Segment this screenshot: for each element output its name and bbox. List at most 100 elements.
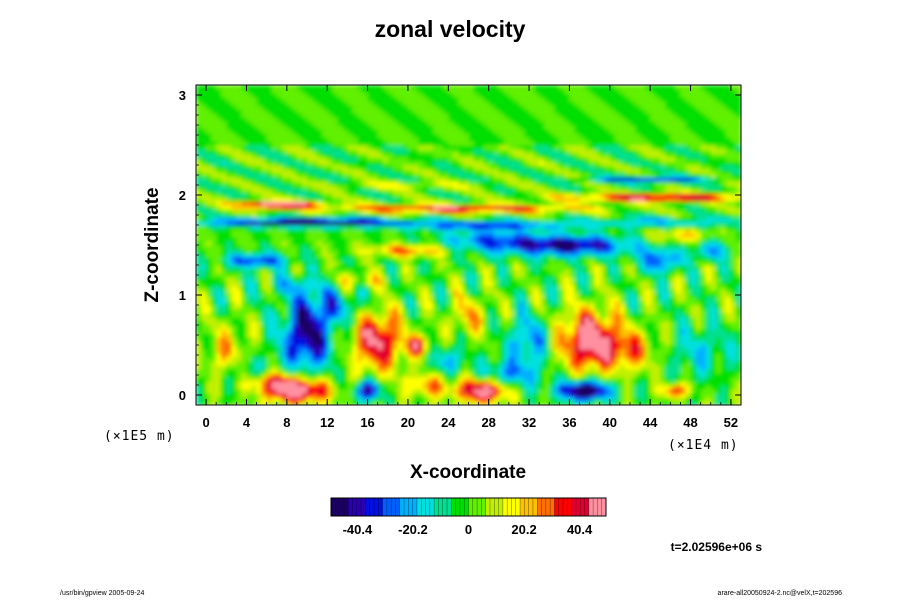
field-cell: [418, 205, 424, 210]
field-cell: [478, 141, 485, 146]
field-cell: [226, 177, 232, 182]
field-cell: [301, 281, 308, 286]
field-cell: [458, 205, 465, 210]
field-cell: [488, 193, 495, 198]
field-cell: [382, 353, 389, 358]
field-cell: [407, 273, 414, 278]
field-cell: [397, 301, 404, 306]
field-cell: [317, 393, 323, 398]
field-cell: [438, 173, 444, 178]
field-cell: [407, 329, 414, 334]
field-cell: [377, 157, 384, 162]
field-cell: [307, 153, 313, 158]
field-cell: [503, 305, 510, 310]
field-cell: [286, 285, 293, 290]
field-cell: [392, 161, 399, 166]
field-cell: [352, 189, 359, 194]
field-cell: [226, 261, 232, 266]
field-cell: [251, 289, 258, 294]
field-cell: [332, 321, 338, 326]
field-cell: [261, 329, 268, 334]
field-cell: [266, 221, 273, 226]
field-cell: [196, 137, 202, 142]
field-cell: [266, 229, 273, 234]
field-cell: [377, 225, 384, 230]
field-cell: [241, 89, 248, 94]
field-cell: [377, 105, 384, 110]
field-cell: [362, 169, 369, 174]
field-cell: [342, 309, 348, 314]
field-cell: [498, 161, 505, 166]
field-cell: [503, 361, 510, 366]
field-cell: [266, 125, 273, 130]
field-cell: [478, 229, 485, 234]
field-cell: [508, 289, 515, 294]
field-cell: [296, 333, 303, 338]
field-cell: [201, 109, 207, 114]
field-cell: [443, 381, 449, 386]
field-cell: [498, 145, 505, 150]
field-cell: [256, 389, 263, 394]
field-cell: [337, 297, 343, 302]
field-cell: [291, 165, 298, 170]
field-cell: [488, 157, 495, 162]
field-cell: [286, 325, 293, 330]
field-cell: [503, 357, 510, 362]
field-cell: [291, 361, 298, 366]
field-cell: [352, 397, 359, 402]
field-cell: [201, 93, 207, 98]
field-cell: [418, 209, 424, 214]
field-cell: [231, 97, 237, 102]
field-cell: [206, 173, 212, 178]
field-cell: [453, 337, 460, 342]
field-cell: [473, 393, 480, 398]
field-cell: [211, 89, 217, 94]
field-cell: [493, 93, 500, 98]
field-cell: [246, 197, 253, 202]
field-cell: [478, 277, 485, 282]
field-cell: [443, 337, 449, 342]
field-cell: [201, 181, 207, 186]
field-cell: [438, 213, 444, 218]
field-cell: [443, 157, 449, 162]
field-cell: [332, 309, 338, 314]
field-cell: [327, 321, 333, 326]
field-cell: [317, 329, 323, 334]
field-cell: [322, 369, 328, 374]
field-cell: [307, 93, 313, 98]
field-cell: [362, 321, 369, 326]
field-cell: [488, 389, 495, 394]
field-cell: [251, 89, 258, 94]
field-cell: [367, 233, 374, 238]
field-cell: [332, 145, 338, 150]
field-cell: [271, 325, 278, 330]
field-cell: [317, 229, 323, 234]
field-cell: [226, 133, 232, 138]
field-cell: [407, 353, 414, 358]
field-cell: [493, 377, 500, 382]
field-cell: [423, 329, 429, 334]
field-cell: [367, 309, 374, 314]
field-cell: [397, 273, 404, 278]
field-cell: [291, 97, 298, 102]
field-cell: [392, 333, 399, 338]
field-cell: [468, 181, 475, 186]
field-cell: [201, 125, 207, 130]
field-cell: [276, 261, 283, 266]
field-cell: [206, 193, 212, 198]
field-cell: [508, 377, 515, 382]
field-cell: [458, 353, 465, 358]
field-cell: [342, 297, 348, 302]
field-cell: [357, 177, 364, 182]
field-cell: [352, 209, 359, 214]
field-cell: [216, 321, 222, 326]
field-cell: [473, 181, 480, 186]
field-cell: [201, 153, 207, 158]
field-cell: [226, 269, 232, 274]
field-cell: [236, 141, 243, 146]
field-cell: [458, 389, 465, 394]
field-cell: [478, 137, 485, 142]
field-cell: [322, 357, 328, 362]
field-cell: [397, 121, 404, 126]
field-cell: [362, 293, 369, 298]
